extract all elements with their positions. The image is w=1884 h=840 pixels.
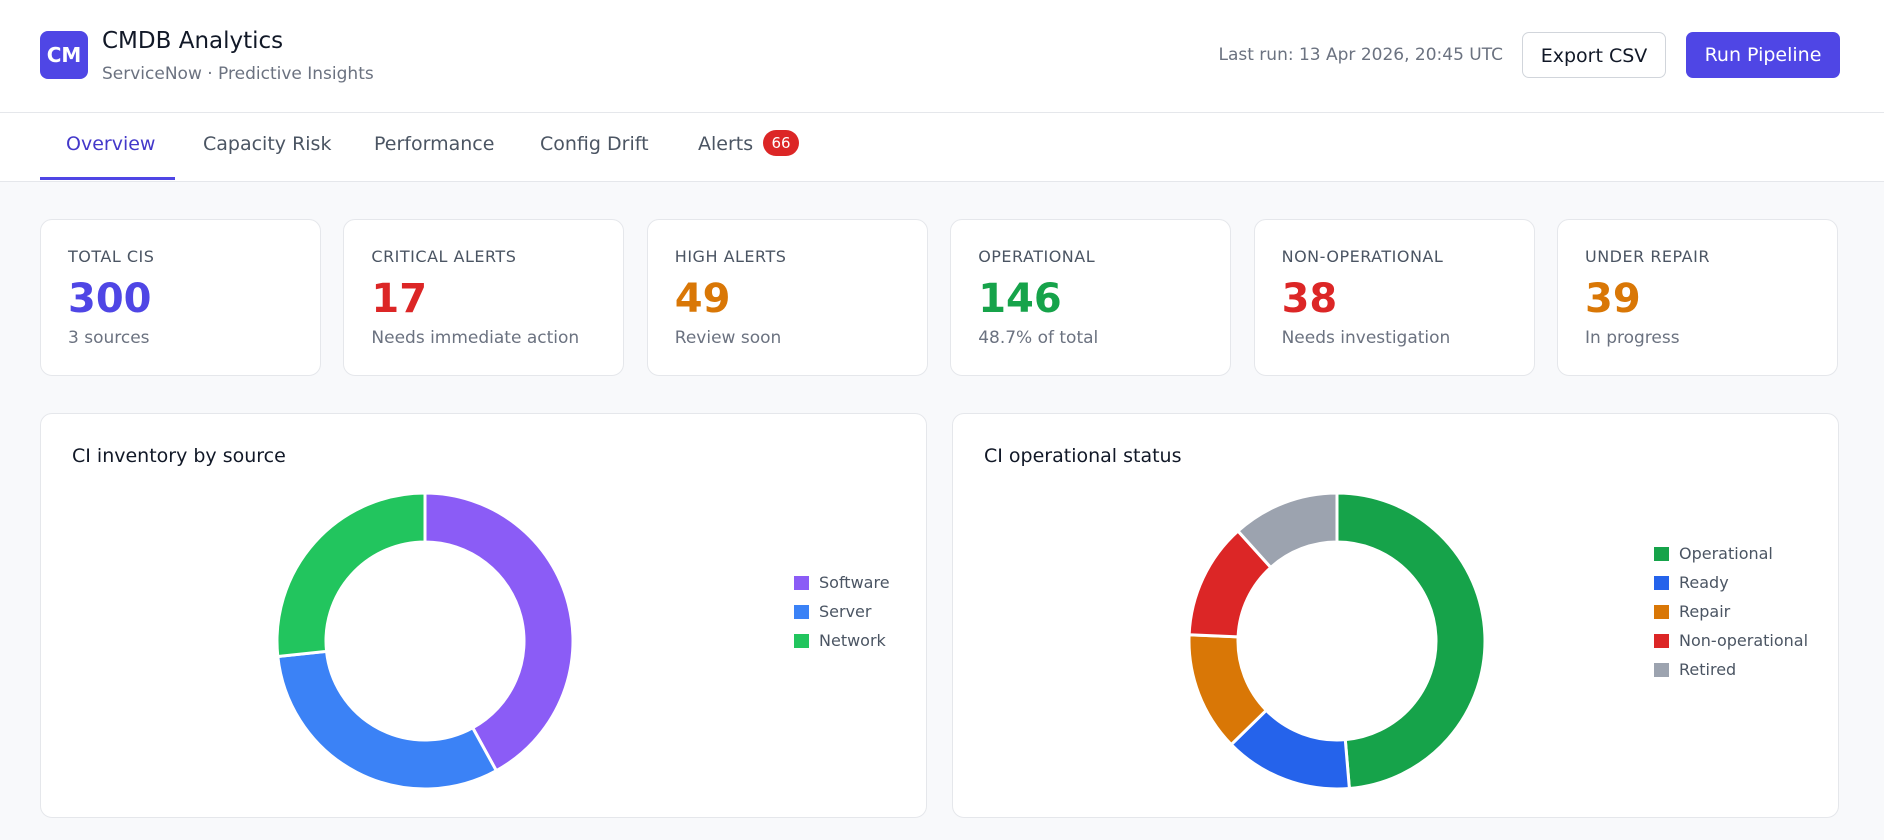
last-run: Last run: 13 Apr 2026, 20:45 UTC: [1218, 45, 1503, 65]
alert-badge: 66: [763, 130, 799, 156]
legend-swatch: [1654, 605, 1669, 619]
donut-slice: [423, 491, 575, 773]
legend-label[interactable]: Operational: [1679, 544, 1773, 564]
donut-slice: [1235, 491, 1339, 570]
donut-chart: [1187, 491, 1487, 791]
kpi-value: 146: [978, 276, 1062, 322]
kpi-label: HIGH ALERTS: [674, 247, 787, 266]
legend-label[interactable]: Ready: [1679, 573, 1729, 593]
header: CM CMDB Analytics ServiceNow · Predictiv…: [0, 0, 1884, 113]
donut-slice: [275, 491, 427, 659]
legend-label[interactable]: Non-operational: [1679, 630, 1809, 650]
app-title: CMDB Analytics: [102, 28, 284, 54]
kpi-label: TOTAL CIS: [68, 247, 155, 266]
legend-label[interactable]: Network: [819, 630, 886, 650]
legend-label[interactable]: Retired: [1679, 659, 1737, 679]
active-tab-underline: [40, 177, 175, 180]
legend-swatch: [1654, 547, 1669, 562]
donut-slice: [276, 649, 499, 791]
kpi-note: 3 sources: [68, 328, 150, 348]
kpi-value: 39: [1585, 276, 1641, 322]
kpi-value: 38: [1281, 276, 1338, 322]
tab[interactable]: Alerts: [698, 133, 754, 155]
kpi-card card: TOTAL CIS 300 3 sources: [40, 219, 321, 376]
app-subtitle: ServiceNow · Predictive Insights: [102, 64, 374, 84]
chart-card: CI operational status Operational Ready Rep…: [952, 413, 1839, 818]
legend-label[interactable]: Repair: [1679, 602, 1731, 621]
legend-swatch: [794, 576, 809, 591]
tab[interactable]: Capacity Risk: [203, 133, 332, 155]
kpi-note: Needs investigation: [1281, 328, 1451, 348]
tab[interactable]: Performance: [374, 133, 495, 155]
legend-label[interactable]: Server: [819, 602, 872, 621]
kpi-value: 17: [371, 276, 428, 322]
logo: CM: [40, 31, 88, 79]
kpi-note: Needs immediate action: [371, 328, 580, 348]
tab[interactable]: Config Drift: [540, 133, 649, 155]
kpi-note: In progress: [1585, 328, 1680, 348]
legend-swatch: [794, 605, 809, 619]
kpi-label: NON-OPERATIONAL: [1281, 247, 1444, 266]
kpi-card card: CRITICAL ALERTS 17 Needs immediate action: [343, 219, 625, 376]
kpi-label: CRITICAL ALERTS: [371, 247, 517, 266]
legend-swatch: [794, 633, 809, 648]
export-button[interactable]: Export CSV: [1522, 32, 1666, 78]
kpi-value: 49: [674, 276, 731, 322]
legend-swatch: [1654, 576, 1669, 591]
kpi-value: 300: [68, 276, 152, 322]
legend-swatch: [1654, 633, 1669, 648]
kpi-card card: OPERATIONAL 146 48.7% of total: [950, 219, 1232, 376]
tab-bar: Overview Capacity Risk Performance Config D…: [0, 113, 1884, 182]
chart-card: CI inventory by source Software Server Netw…: [40, 413, 927, 818]
tab[interactable]: Overview: [66, 133, 156, 155]
kpi-note: Review soon: [674, 328, 782, 348]
kpi-card card: HIGH ALERTS 49 Review soon: [646, 219, 928, 376]
run-button[interactable]: Run Pipeline: [1686, 32, 1840, 78]
kpi-card card: UNDER REPAIR 39 In progress: [1557, 219, 1838, 376]
donut-chart: [275, 491, 575, 791]
chart-title: CI operational status: [984, 445, 1182, 467]
chart-title: CI inventory by source: [72, 445, 286, 467]
legend-swatch: [1654, 662, 1669, 677]
kpi-label: OPERATIONAL: [978, 247, 1096, 266]
donut-slice: [1335, 491, 1487, 791]
legend-label[interactable]: Software: [819, 573, 890, 593]
kpi-label: UNDER REPAIR: [1585, 247, 1710, 266]
kpi-note: 48.7% of total: [978, 328, 1099, 348]
kpi-card card: NON-OPERATIONAL 38 Needs investigation: [1253, 219, 1535, 376]
